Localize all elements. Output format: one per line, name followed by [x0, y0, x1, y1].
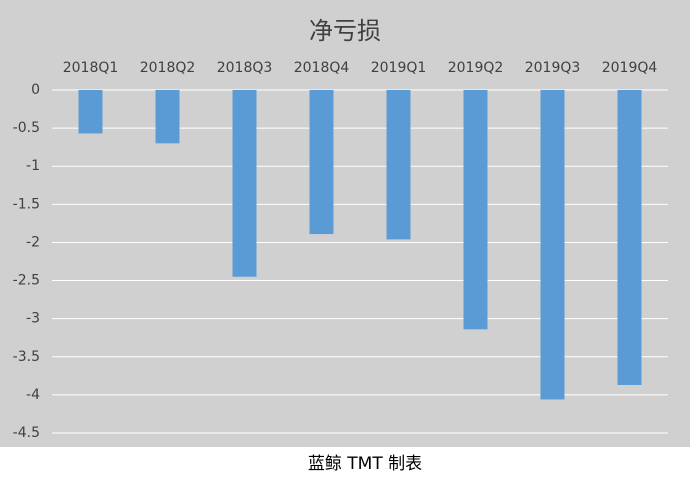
x-tick-label: 2018Q1: [63, 60, 119, 76]
y-tick-label: -0.5: [13, 120, 40, 136]
x-tick-label: 2018Q4: [294, 60, 350, 76]
bar: [386, 90, 411, 240]
bar: [232, 90, 257, 277]
y-tick-label: -4.5: [13, 425, 40, 441]
y-tick-label: -4: [26, 387, 40, 403]
chart-title: 净亏损: [309, 17, 381, 45]
bar: [617, 90, 642, 385]
y-tick-label: -1: [26, 158, 40, 174]
y-tick-label: -3: [26, 311, 40, 327]
bar: [78, 90, 103, 134]
x-tick-label: 2018Q2: [140, 60, 196, 76]
y-tick-label: -1.5: [13, 196, 40, 212]
y-tick-label: -2.5: [13, 273, 40, 289]
plot-background: [0, 0, 690, 447]
y-tick-label: 0: [31, 82, 40, 98]
y-tick-label: -3.5: [13, 349, 40, 365]
bar: [540, 90, 565, 400]
y-tick-label: -2: [26, 234, 40, 250]
x-tick-label: 2019Q2: [448, 60, 504, 76]
caption-background: [0, 447, 690, 482]
caption: 蓝鲸 TMT 制表: [308, 454, 422, 474]
x-tick-label: 2018Q3: [217, 60, 273, 76]
x-tick-label: 2019Q3: [525, 60, 581, 76]
bar: [309, 90, 334, 235]
bar: [463, 90, 488, 330]
bar: [155, 90, 180, 144]
x-tick-label: 2019Q4: [602, 60, 658, 76]
x-tick-label: 2019Q1: [371, 60, 427, 76]
